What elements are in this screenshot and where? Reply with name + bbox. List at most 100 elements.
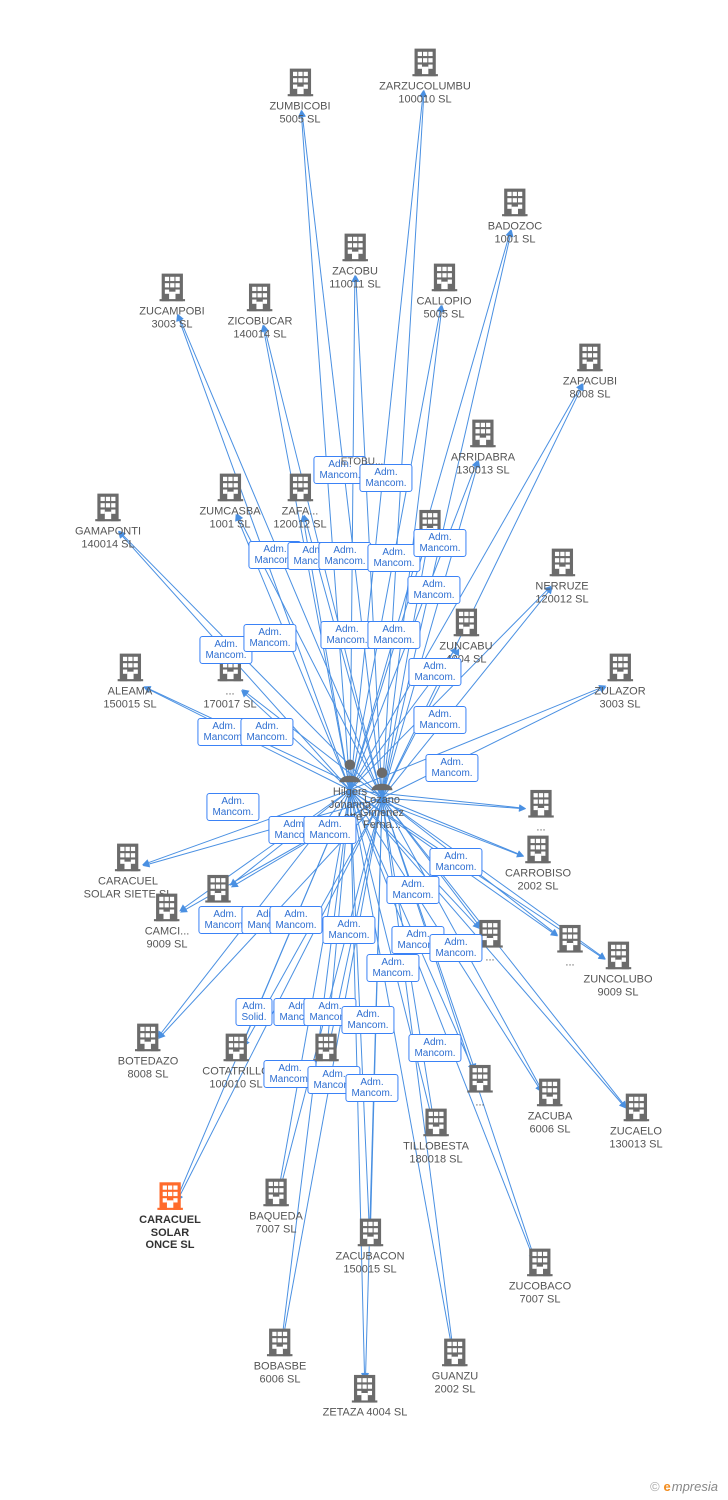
company-label: BOTEDAZO8008 SL	[118, 1055, 179, 1080]
company-node[interactable]: ZACUBA6006 SL	[528, 1074, 573, 1135]
building-icon	[155, 269, 189, 303]
building-icon	[263, 1324, 297, 1358]
building-icon	[309, 1029, 343, 1063]
company-label: TILLOBESTA180018 SL	[403, 1140, 469, 1165]
company-node[interactable]: ...	[463, 1061, 497, 1110]
company-node[interactable]: ALEAMA150015 SL	[103, 649, 156, 710]
building-icon	[573, 339, 607, 373]
company-node[interactable]: ZICOBUCAR140014 SL	[228, 279, 293, 340]
company-node[interactable]: COTATRILLO100010 SL	[202, 1029, 269, 1090]
edge-label: Adm.Mancom.	[413, 706, 466, 734]
building-icon	[553, 921, 587, 955]
company-node[interactable]: ZUCAMPOBI3003 SL	[139, 269, 204, 330]
edge-label: Adm.Mancom.	[240, 718, 293, 746]
edge-label: Adm.Mancom.	[303, 816, 356, 844]
building-icon	[449, 604, 483, 638]
edge-label: Adm.Mancom.	[425, 754, 478, 782]
company-node[interactable]: CAMCI...9009 SL	[145, 889, 190, 950]
company-node[interactable]: BAQUEDA7007 SL	[249, 1174, 303, 1235]
watermark-accent: e	[664, 1479, 671, 1494]
company-node[interactable]: ARRIDABRA130013 SL	[451, 415, 515, 476]
edge-label: Adm.Mancom.	[269, 906, 322, 934]
edge-label: Adm.Mancom.	[206, 793, 259, 821]
company-node[interactable]: GAMAPONTI140014 SL	[75, 489, 141, 550]
company-node[interactable]: GUANZU2002 SL	[432, 1334, 478, 1395]
edge-label: Adm.Mancom.	[407, 576, 460, 604]
company-node[interactable]: ZAPACUBI8008 SL	[563, 339, 617, 400]
company-node[interactable]: CALLOPIO5005 SL	[416, 259, 471, 320]
company-label: ZETAZA 4004 SL	[323, 1407, 408, 1420]
building-icon	[283, 469, 317, 503]
company-label: ZARZUCOLUMBU100010 SL	[379, 80, 471, 105]
company-label: GUANZU2002 SL	[432, 1370, 478, 1395]
building-icon	[353, 1214, 387, 1248]
building-icon	[408, 44, 442, 78]
edge-label: Adm.Mancom.	[345, 1074, 398, 1102]
company-node[interactable]: BOTEDAZO8008 SL	[118, 1019, 179, 1080]
building-icon	[523, 1244, 557, 1278]
company-node[interactable]: ZARZUCOLUMBU100010 SL	[379, 44, 471, 105]
company-node[interactable]: CARROBISO2002 SL	[505, 831, 571, 892]
company-label: ZUCOBACO7007 SL	[509, 1280, 571, 1305]
building-icon	[113, 649, 147, 683]
company-label: ZUCAELO130013 SL	[609, 1125, 662, 1150]
company-node[interactable]: ZUNCOLUBO9009 SL	[583, 937, 652, 998]
company-label: ZUMCASBA1001 SL	[199, 505, 260, 530]
company-label: BOBASBE6006 SL	[254, 1360, 307, 1385]
company-label: ZUMBICOBI5005 SL	[269, 100, 330, 125]
company-node[interactable]: ZUNCABU4004 SL	[439, 604, 492, 665]
company-node[interactable]: ...	[553, 921, 587, 970]
person-node[interactable]: LozanoGimenezFerna...	[360, 764, 404, 832]
company-label: ARRIDABRA130013 SL	[451, 451, 515, 476]
company-node[interactable]: ZACOBU110011 SL	[329, 229, 381, 290]
company-node[interactable]: ...	[524, 786, 558, 835]
company-node[interactable]: ZULAZOR3003 SL	[594, 649, 645, 710]
building-icon	[601, 937, 635, 971]
company-node[interactable]: CARACUELSOLARONCE SL	[139, 1178, 201, 1252]
edge-label: Adm.Mancom.	[320, 621, 373, 649]
edge-label: Adm.Mancom.	[318, 542, 371, 570]
company-label: CAMCI...9009 SL	[145, 925, 190, 950]
edge-label: Adm.Mancom.	[341, 1006, 394, 1034]
building-icon	[213, 469, 247, 503]
person-label: LozanoGimenezFerna...	[360, 794, 404, 832]
company-node[interactable]: ZUCOBACO7007 SL	[509, 1244, 571, 1305]
copyright-symbol: ©	[650, 1479, 660, 1494]
company-label: ZUCAMPOBI3003 SL	[139, 305, 204, 330]
company-label: ZAPACUBI8008 SL	[563, 375, 617, 400]
company-label: ZAFA...120012 SL	[273, 505, 326, 530]
building-icon	[466, 415, 500, 449]
company-node[interactable]: ZUMBICOBI5005 SL	[269, 64, 330, 125]
building-icon	[463, 1061, 497, 1095]
building-icon	[338, 229, 372, 263]
company-node[interactable]: ZUMCASBA1001 SL	[199, 469, 260, 530]
building-icon	[498, 184, 532, 218]
company-label: ZICOBUCAR140014 SL	[228, 315, 293, 340]
edge-label: Adm.Mancom.	[413, 529, 466, 557]
building-icon	[111, 839, 145, 873]
building-icon	[283, 64, 317, 98]
edge-label: Adm.Mancom.	[243, 624, 296, 652]
company-label: ZUNCOLUBO9009 SL	[583, 973, 652, 998]
company-label: CARROBISO2002 SL	[505, 867, 571, 892]
company-node[interactable]: TILLOBESTA180018 SL	[403, 1104, 469, 1165]
building-icon	[521, 831, 555, 865]
building-icon	[91, 489, 125, 523]
building-icon	[427, 259, 461, 293]
company-node[interactable]: BOBASBE6006 SL	[254, 1324, 307, 1385]
company-node[interactable]: ZUCAELO130013 SL	[609, 1089, 662, 1150]
building-icon	[603, 649, 637, 683]
edge-label: ETOBU...	[336, 455, 389, 470]
building-icon	[348, 1371, 382, 1405]
building-icon	[201, 871, 235, 905]
company-node[interactable]: ZACUBACON150015 SL	[335, 1214, 404, 1275]
company-node[interactable]: NERRUZE120012 SL	[535, 544, 588, 605]
company-label: CALLOPIO5005 SL	[416, 295, 471, 320]
edge-label: Adm.Mancom.	[408, 658, 461, 686]
company-label: ZACUBA6006 SL	[528, 1110, 573, 1135]
company-node[interactable]: ZETAZA 4004 SL	[323, 1371, 408, 1420]
building-icon	[438, 1334, 472, 1368]
edge-label: Adm.Mancom.	[429, 934, 482, 962]
company-node[interactable]: BADOZOC1001 SL	[488, 184, 542, 245]
building-icon	[259, 1174, 293, 1208]
